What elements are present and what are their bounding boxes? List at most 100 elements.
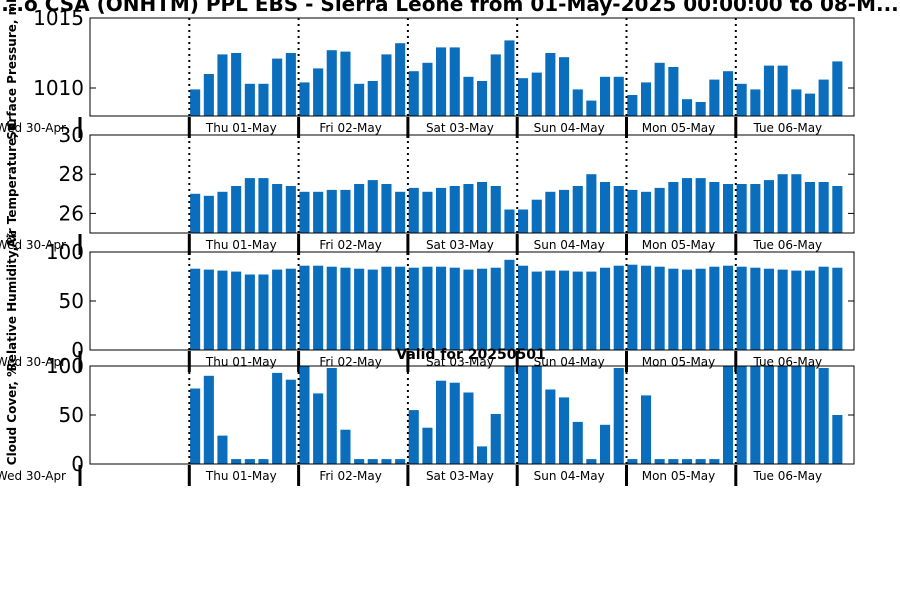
bar: [627, 95, 638, 116]
day-label: Thu 01-May: [205, 469, 277, 483]
bar: [477, 81, 488, 116]
ytick-label: 100: [46, 354, 84, 378]
bar: [750, 267, 761, 350]
bar: [627, 459, 638, 464]
day-label: Sat 03-May: [426, 469, 494, 483]
bar: [272, 269, 283, 350]
bar: [285, 379, 296, 464]
bar: [463, 76, 474, 116]
bar: [791, 89, 802, 116]
bar: [695, 178, 706, 233]
bar: [818, 182, 829, 233]
bar: [381, 184, 392, 233]
bar: [449, 47, 460, 116]
bar: [736, 83, 747, 116]
bar: [272, 184, 283, 233]
bar: [600, 182, 611, 233]
ytick-label: 100: [46, 240, 84, 264]
bar: [545, 389, 556, 464]
bar: [531, 72, 542, 116]
bar: [203, 74, 214, 116]
day-label: Wed 30-Apr: [0, 238, 66, 252]
bar: [668, 67, 679, 116]
bar: [572, 271, 583, 350]
bar: [572, 186, 583, 233]
ytick-label: 30: [59, 123, 84, 147]
bar: [832, 415, 843, 464]
ytick-label: 50: [59, 289, 84, 313]
day-label: Fri 02-May: [319, 238, 382, 252]
bar: [545, 53, 556, 116]
bar: [190, 193, 201, 233]
ylabel: Relative Humidity, %: [5, 231, 19, 372]
bar: [258, 274, 269, 350]
bar: [723, 265, 734, 350]
bar: [763, 180, 774, 233]
bar: [340, 189, 351, 233]
bar: [682, 99, 693, 116]
bar: [777, 366, 788, 464]
bar: [449, 382, 460, 464]
bar: [682, 269, 693, 350]
bar: [709, 459, 720, 464]
bar: [504, 259, 515, 350]
bar: [750, 184, 761, 233]
day-label: Sun 04-May: [534, 469, 605, 483]
bar: [668, 459, 679, 464]
bar: [258, 83, 269, 116]
bar: [395, 266, 406, 350]
bar: [354, 459, 365, 464]
bar: [422, 191, 433, 233]
bar: [818, 368, 829, 464]
bar: [586, 271, 597, 350]
bar: [463, 184, 474, 233]
bar: [422, 427, 433, 464]
bar: [750, 89, 761, 116]
axes-frame: [89, 17, 855, 117]
bar: [490, 267, 501, 350]
bar: [354, 83, 365, 116]
day-label: Sat 03-May: [426, 121, 494, 135]
bar: [299, 366, 310, 464]
bar: [326, 266, 337, 350]
day-label: Mon 05-May: [642, 121, 716, 135]
bar: [709, 79, 720, 116]
bar: [818, 266, 829, 350]
bar: [600, 424, 611, 464]
bar: [340, 267, 351, 350]
day-label: Fri 02-May: [319, 355, 382, 369]
day-label: Tue 06-May: [752, 238, 822, 252]
bar: [695, 459, 706, 464]
bar: [559, 57, 570, 116]
bar: [244, 178, 255, 233]
bar: [367, 81, 378, 116]
bar: [777, 174, 788, 233]
bar: [641, 82, 652, 116]
bar: [504, 366, 515, 464]
bar: [763, 65, 774, 116]
day-label: Tue 06-May: [752, 121, 822, 135]
bar: [641, 191, 652, 233]
bar: [436, 187, 447, 233]
bar: [504, 40, 515, 116]
bar: [531, 199, 542, 233]
bar: [695, 268, 706, 350]
bar: [463, 392, 474, 464]
bar: [395, 191, 406, 233]
bar: [559, 270, 570, 350]
bar: [326, 50, 337, 117]
bar: [654, 266, 665, 350]
bar: [559, 397, 570, 464]
day-label: Wed 30-Apr: [0, 469, 66, 483]
ylabel: Cloud Cover, %: [5, 365, 19, 465]
bar: [422, 62, 433, 116]
bar: [490, 414, 501, 464]
bar: [367, 180, 378, 233]
bar: [586, 100, 597, 116]
bar: [477, 446, 488, 464]
bar: [723, 184, 734, 233]
bar: [572, 89, 583, 116]
bar: [518, 78, 529, 116]
